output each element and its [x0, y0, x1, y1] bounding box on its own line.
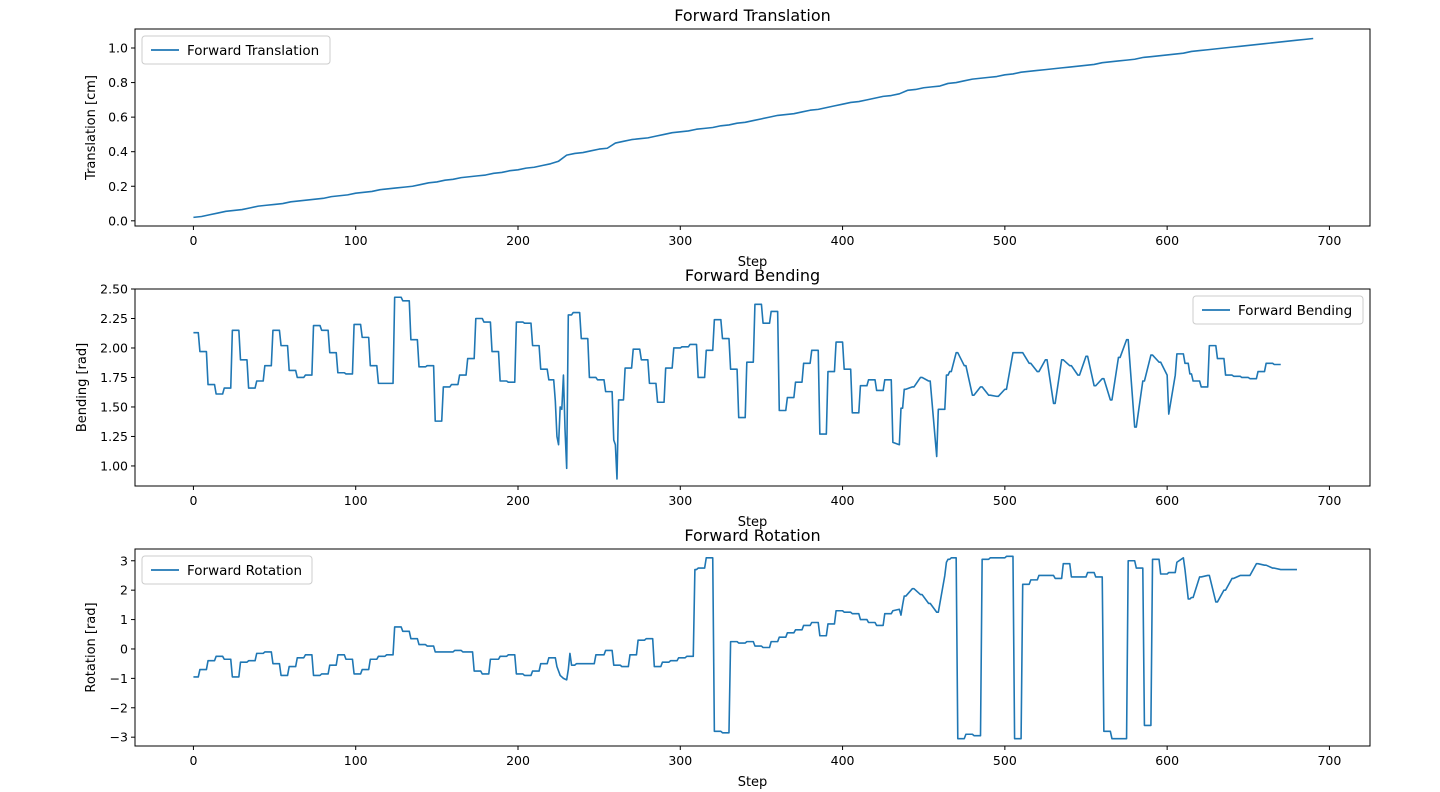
legend-label: Forward Rotation: [187, 563, 302, 579]
x-tick-label: 0: [189, 753, 197, 768]
x-tick-label: 300: [668, 233, 692, 248]
y-tick-label: 1.00: [100, 458, 128, 473]
x-tick-label: 400: [831, 233, 855, 248]
series-line-1-1: [193, 37, 1314, 219]
x-tick-label: 600: [1155, 753, 1179, 768]
chart-title: Forward Rotation: [684, 526, 820, 545]
y-axis-label: Translation [cm]: [84, 75, 99, 181]
x-tick-label: 700: [1317, 753, 1341, 768]
chart-title: Forward Translation: [674, 6, 831, 25]
y-tick-label: 1.0: [108, 41, 128, 56]
axes-frame: [134, 288, 1371, 487]
axes-frame: [134, 28, 1371, 227]
x-axis-label: Step: [738, 515, 768, 530]
y-tick-label: 2: [120, 583, 128, 598]
x-tick-label: 200: [506, 753, 530, 768]
x-tick-label: 200: [506, 233, 530, 248]
y-tick-label: −1: [110, 671, 128, 686]
x-tick-label: 0: [189, 233, 197, 248]
y-tick-label: 1.25: [100, 429, 128, 444]
chart-panel-2: Forward Bending 0 100 200 300 400 500 600 700 1.0…: [75, 266, 1371, 530]
x-tick-label: 400: [831, 753, 855, 768]
y-tick-label: 2.50: [100, 282, 128, 297]
axes-frame: [134, 548, 1371, 747]
y-tick-label: 0.0: [108, 213, 128, 228]
y-axis-label: Bending [rad]: [75, 343, 90, 432]
series-line-3-1: [193, 555, 1297, 740]
y-tick-label: 3: [120, 553, 128, 568]
legend-label: Forward Bending: [1238, 303, 1352, 319]
y-tick-label: 0.6: [108, 110, 128, 125]
y-tick-label: −3: [110, 730, 128, 745]
y-axis-label: Rotation [rad]: [84, 602, 99, 692]
chart-title: Forward Bending: [685, 266, 820, 285]
legend-label: Forward Translation: [187, 43, 319, 59]
legend-box: [141, 35, 331, 65]
x-tick-label: 100: [344, 753, 368, 768]
y-tick-label: 0: [120, 641, 128, 656]
x-axis-label: Step: [738, 775, 768, 790]
x-tick-label: 700: [1317, 493, 1341, 508]
y-tick-label: 1.50: [100, 399, 128, 414]
x-tick-label: 100: [344, 493, 368, 508]
x-tick-label: 600: [1155, 233, 1179, 248]
y-tick-label: 0.2: [108, 179, 128, 194]
y-tick-label: 1: [120, 612, 128, 627]
y-tick-label: 2.00: [100, 340, 128, 355]
legend-box: [141, 555, 313, 585]
x-tick-label: 500: [993, 493, 1017, 508]
y-tick-label: 0.8: [108, 75, 128, 90]
legend-box: [1192, 295, 1364, 325]
legend: Forward Bending: [1192, 295, 1364, 325]
chart-panel-3: Forward Rotation 0 100 200 300 400 500 600 700 −3…: [84, 526, 1371, 790]
x-tick-label: 300: [668, 493, 692, 508]
x-tick-label: 200: [506, 493, 530, 508]
legend: Forward Rotation: [141, 555, 313, 585]
x-tick-label: 500: [993, 233, 1017, 248]
y-tick-label: 2.25: [100, 311, 128, 326]
x-tick-label: 100: [344, 233, 368, 248]
x-tick-label: 700: [1317, 233, 1341, 248]
y-tick-label: 0.4: [108, 144, 128, 159]
y-tick-label: 1.75: [100, 370, 128, 385]
chart-panel-1: Forward Translation 0 100 200 300 400 500 600 70…: [84, 6, 1371, 270]
x-tick-label: 300: [668, 753, 692, 768]
x-tick-label: 0: [189, 493, 197, 508]
x-tick-label: 600: [1155, 493, 1179, 508]
series-line-2-1: [193, 296, 1281, 480]
x-axis-label: Step: [738, 255, 768, 270]
legend: Forward Translation: [141, 35, 331, 65]
x-tick-label: 400: [831, 493, 855, 508]
x-tick-label: 500: [993, 753, 1017, 768]
y-tick-label: −2: [110, 700, 128, 715]
